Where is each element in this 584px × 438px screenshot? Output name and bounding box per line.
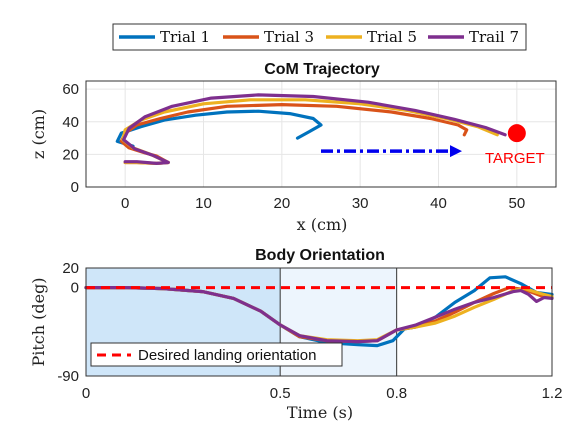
pitch-y-tick-label: 20 <box>62 260 79 277</box>
com-y-tick-label: 20 <box>62 146 79 163</box>
com-x-tick-label: 40 <box>430 195 447 212</box>
time-x-tick-label: 0.5 <box>270 385 291 402</box>
com-x-axis-label: x (cm) <box>297 215 348 234</box>
time-x-tick-label: 0.8 <box>386 385 407 402</box>
legend-top: Trial 1 Trial 3 Trial 5 Trail 7 <box>112 23 527 51</box>
legend-label-trial-1: Trial 1 <box>160 28 210 46</box>
time-x-tick-label: 0 <box>82 385 90 402</box>
com-y-tick-label: 0 <box>71 179 79 196</box>
com-y-axis-label: z (cm) <box>29 109 48 159</box>
body-orientation-legend-box <box>90 342 343 367</box>
desired-orientation-legend-label: Desired landing orientation <box>138 347 316 364</box>
com-series-trail-7 <box>121 93 507 165</box>
com-trajectory-axes-frame <box>85 80 557 188</box>
body-orientation-axes-frame <box>85 267 553 377</box>
com-x-tick-label: 10 <box>195 195 212 212</box>
time-axis-label: Time (s) <box>287 403 353 422</box>
body-orientation-title: Body Orientation <box>255 247 385 264</box>
target-marker <box>507 124 526 143</box>
pitch-y-tick-label: 0 <box>71 280 79 297</box>
legend-label-trial-3: Trial 3 <box>264 28 314 46</box>
target-label: TARGET <box>485 150 545 167</box>
legend-label-trial-5: Trial 5 <box>367 28 417 46</box>
pitch-y-tick-label: -90 <box>57 368 79 385</box>
body-orientation-legend: Desired landing orientation <box>90 342 343 367</box>
pitch-axis-label: Pitch (deg) <box>29 277 48 366</box>
com-y-tick-label: 60 <box>62 81 79 98</box>
com-x-tick-label: 0 <box>121 195 129 212</box>
time-x-tick-label: 1.2 <box>542 385 563 402</box>
com-x-tick-label: 50 <box>508 195 525 212</box>
pitch-series-trail-7 <box>84 286 554 344</box>
com-trajectory-panel: CoM Trajectory TARGET 0 10 20 30 40 50 0 20 40 60… <box>29 61 557 234</box>
com-trajectory-title: CoM Trajectory <box>264 61 380 78</box>
com-x-tick-label: 30 <box>352 195 369 212</box>
com-x-tick-label: 20 <box>273 195 290 212</box>
com-y-tick-label: 40 <box>62 114 79 131</box>
legend-label-trail-7: Trail 7 <box>469 28 519 46</box>
com-series-trial-1 <box>115 109 323 148</box>
direction-arrow-head <box>450 145 462 158</box>
